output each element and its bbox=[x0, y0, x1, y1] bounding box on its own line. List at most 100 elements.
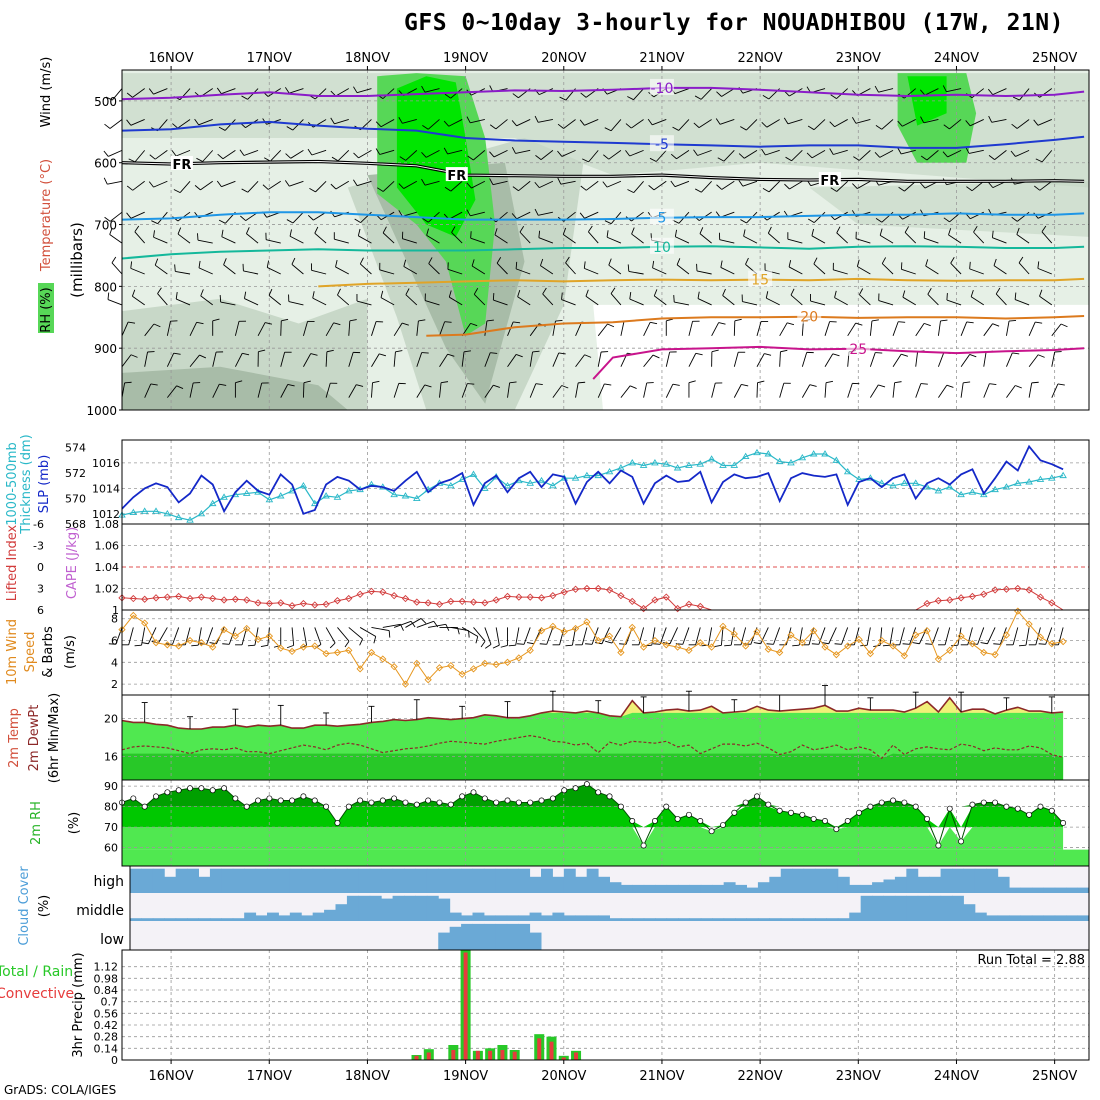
wind-barb bbox=[189, 382, 194, 398]
cloud-bar-middle bbox=[152, 918, 165, 921]
wind-barb bbox=[960, 321, 968, 336]
wind-barb bbox=[756, 353, 765, 367]
cloud-bar-high bbox=[872, 882, 884, 893]
date-label-top: 17NOV bbox=[247, 51, 292, 66]
wind-barb-feather bbox=[740, 126, 747, 131]
isotherm-label: 25 bbox=[849, 342, 867, 358]
wind-barb bbox=[818, 627, 826, 645]
page-title: GFS 0~10day 3-hourly for NOUADHIBOU (17W… bbox=[404, 10, 1064, 36]
wind-barb-feather bbox=[149, 154, 156, 160]
wind-barb-feather bbox=[344, 640, 350, 648]
li-point bbox=[492, 596, 500, 604]
wind-speed-point bbox=[707, 643, 716, 651]
cloud-bar-high bbox=[917, 876, 930, 893]
thickness-point bbox=[469, 470, 478, 477]
cloud-bar-low bbox=[449, 926, 462, 950]
wind-barb-feather bbox=[131, 289, 136, 297]
wind-speed-point bbox=[503, 658, 512, 666]
wind-barb-feather bbox=[284, 87, 290, 94]
wind-barb-feather bbox=[150, 383, 158, 386]
wind-barb bbox=[915, 351, 919, 367]
thickness-point bbox=[299, 481, 308, 489]
cloud-bar-middle bbox=[415, 895, 428, 921]
cloud-bar-high bbox=[575, 876, 588, 893]
cloud-bar-high bbox=[700, 884, 713, 893]
wind-barb bbox=[708, 627, 713, 646]
wind-barb-feather bbox=[492, 644, 500, 649]
li-point bbox=[288, 602, 296, 610]
date-label-top: 23NOV bbox=[836, 51, 881, 66]
wind-barb-feather bbox=[943, 217, 950, 223]
wind-barb bbox=[380, 119, 395, 128]
isotherm-label-bg bbox=[846, 339, 871, 356]
wind-barb-feather bbox=[538, 230, 541, 238]
cloud-bar-middle bbox=[335, 904, 348, 921]
cloud-bar-high bbox=[438, 868, 451, 893]
cloud-bar-high bbox=[986, 868, 999, 893]
date-label-bottom: 17NOV bbox=[247, 1069, 292, 1084]
cloud-bar-middle bbox=[872, 895, 884, 921]
rh-point bbox=[232, 795, 239, 802]
wind-speed-point bbox=[900, 652, 909, 660]
wind-barb-feather bbox=[753, 642, 761, 645]
wind-barb bbox=[584, 119, 599, 126]
wind-barb-feather bbox=[105, 96, 113, 101]
precip-convective-bar bbox=[512, 1051, 517, 1060]
thickness-point bbox=[979, 490, 988, 498]
wind-barb-feather bbox=[353, 152, 359, 159]
wind-tick-label: 6 bbox=[111, 635, 118, 648]
wind-barb-feather bbox=[672, 383, 680, 386]
wind-barb bbox=[608, 149, 622, 160]
wind-barb-feather bbox=[991, 230, 994, 238]
wind-barb-feather bbox=[674, 229, 678, 237]
wind-barb bbox=[402, 119, 417, 124]
rh-point bbox=[856, 809, 862, 816]
thickness-point bbox=[968, 488, 977, 495]
wind-barb-feather bbox=[535, 383, 543, 386]
wind-speed-point bbox=[526, 646, 534, 654]
cloud-bar-middle bbox=[769, 918, 782, 921]
wind-barb bbox=[405, 294, 418, 306]
wind-barb-feather bbox=[670, 153, 677, 160]
rh-moist-region bbox=[396, 76, 476, 237]
wind-barb-feather bbox=[927, 288, 932, 295]
cloud-bar-high bbox=[1066, 887, 1079, 893]
wind-barb-feather bbox=[875, 125, 882, 130]
rh-point bbox=[561, 787, 568, 794]
wind-speed-point bbox=[753, 628, 761, 636]
date-label-top: 19NOV bbox=[443, 51, 488, 66]
wind-barb bbox=[620, 385, 631, 398]
wind-barb bbox=[768, 180, 780, 193]
wind-barb bbox=[416, 620, 434, 628]
thickness-point bbox=[673, 464, 682, 471]
rh-point bbox=[481, 795, 488, 802]
temp-axis-label: 2m Temp bbox=[7, 708, 22, 768]
thickness-point bbox=[310, 499, 319, 507]
thickness-point bbox=[447, 481, 455, 489]
thickness-point bbox=[1047, 474, 1056, 481]
wind-barb bbox=[743, 235, 758, 244]
cloud-bar-middle bbox=[164, 918, 177, 921]
cloud-bar-high bbox=[346, 868, 359, 893]
rh-point bbox=[901, 799, 908, 806]
wind-barb bbox=[1039, 295, 1053, 306]
li-tick-label: -6 bbox=[33, 518, 44, 531]
wind-barb bbox=[847, 322, 857, 337]
cloud-bar-middle bbox=[221, 918, 234, 921]
wind-barb bbox=[302, 321, 308, 336]
cloud-bar-high bbox=[929, 876, 942, 893]
rh-point bbox=[629, 818, 636, 824]
wind-barb-feather bbox=[561, 385, 569, 389]
rh-point bbox=[1060, 820, 1067, 826]
wind-barb bbox=[291, 264, 304, 275]
rh-axis-label: RH (%) bbox=[39, 287, 54, 332]
wind-barb bbox=[676, 149, 690, 160]
cloud-bar-high bbox=[723, 882, 736, 893]
thickness-point bbox=[413, 494, 421, 501]
wind-barb bbox=[674, 180, 690, 188]
wind-barb bbox=[552, 385, 563, 398]
wind-barb bbox=[926, 150, 939, 161]
thickness-point bbox=[685, 461, 693, 468]
wind-barb-feather bbox=[494, 228, 498, 236]
wind-barb bbox=[166, 321, 171, 336]
